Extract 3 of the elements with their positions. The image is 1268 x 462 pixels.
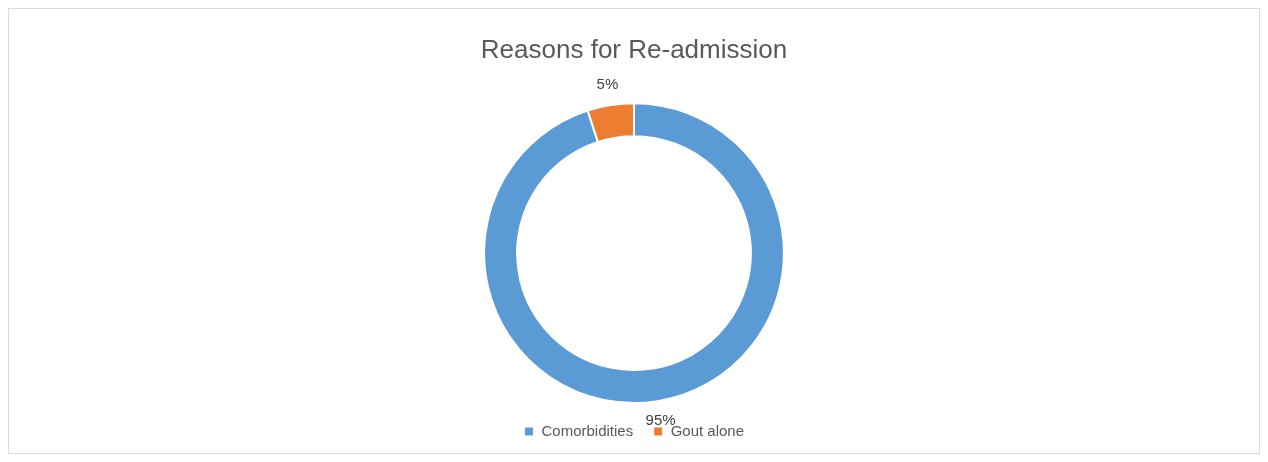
chart-title: Reasons for Re-admission: [480, 33, 788, 64]
data-label: 5%: [596, 75, 619, 93]
legend-label: Comorbidities: [541, 421, 634, 439]
